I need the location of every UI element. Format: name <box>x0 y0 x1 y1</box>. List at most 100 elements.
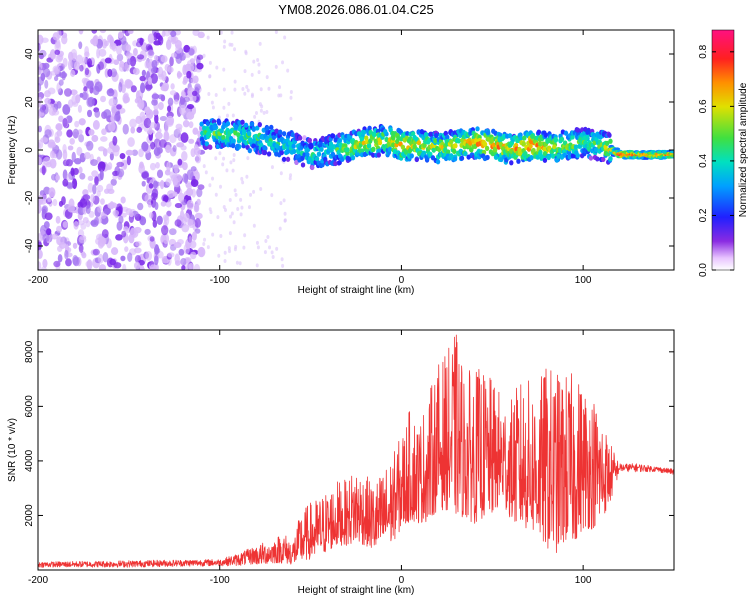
spectrogram-noise-blob <box>289 116 293 121</box>
spectrogram-ridge-blob <box>221 134 226 141</box>
spectrogram-noise-blob <box>232 134 236 139</box>
spectrogram-ridge-blob <box>585 129 590 135</box>
spectrogram-noise-blob <box>228 231 232 236</box>
spectrogram-ridge-blob <box>302 135 307 141</box>
spectrogram-noise-blob <box>174 202 183 209</box>
spectrogram-noise-blob <box>254 111 258 116</box>
spectrogram-noise-blob <box>289 90 293 95</box>
spectrogram-noise-blob <box>152 219 158 228</box>
colorbar-ticks: 0.0 0.2 0.4 0.6 0.8 <box>698 44 734 277</box>
spectrogram-noise-blob <box>226 113 230 118</box>
spectrogram-noise-blob <box>150 73 158 84</box>
spectrogram-ridge-blob <box>575 152 581 159</box>
spectrogram-noise-blob <box>83 151 91 160</box>
spectrogram-noise-blob <box>103 208 111 215</box>
spectrogram-noise-blob <box>44 97 51 105</box>
spectrogram-noise-blob <box>178 192 185 203</box>
spectrogram-noise-blob <box>144 194 152 204</box>
spectrogram-noise-blob <box>87 175 94 182</box>
spectrogram-ridge-blob <box>271 134 277 140</box>
spectrogram-ridge-blob <box>531 147 536 154</box>
spectrogram-noise-blob <box>211 105 215 110</box>
spectrogram-noise-blob <box>283 218 287 223</box>
spectrogram-noise-blob <box>115 234 123 241</box>
spectrogram-noise-blob <box>42 62 50 69</box>
spectrogram-noise-blob <box>232 152 236 157</box>
spectrogram-noise-blob <box>102 252 109 263</box>
spectrogram-noise-blob <box>156 169 164 179</box>
spectrogram-noise-blob <box>113 113 121 122</box>
spectrogram-noise-blob <box>41 266 47 270</box>
spectrogram-ridge-blob <box>309 143 314 149</box>
x-tick-label: 0 <box>399 275 405 286</box>
spectrogram-ridge-blob <box>518 135 523 142</box>
spectrogram-noise-blob <box>275 246 279 251</box>
spectrogram-noise-blob <box>274 64 278 69</box>
spectrogram-ridge-blob <box>434 132 439 139</box>
spectrogram-noise-blob <box>192 94 197 102</box>
spectrogram-noise-blob <box>166 210 172 217</box>
spectrogram-noise-blob <box>78 30 84 35</box>
spectrogram-noise-blob <box>157 34 163 42</box>
spectrogram-noise-blob <box>236 207 240 212</box>
spectrogram-noise-blob <box>109 152 114 161</box>
spectrogram-noise-blob <box>192 127 199 135</box>
spectrogram-noise-blob <box>79 64 84 72</box>
spectrogram-ridge-blob <box>516 158 521 164</box>
spectrogram-noise-blob <box>154 55 159 61</box>
spectrogram-noise-blob <box>131 149 139 156</box>
spectrogram-ridge-blob <box>300 162 306 168</box>
spectrogram-noise-blob <box>227 101 231 106</box>
spectrogram-noise-blob <box>169 228 177 236</box>
spectrogram-noise-blob <box>62 169 68 181</box>
spectrogram-ridge-blob <box>208 144 213 150</box>
spectrogram-noise-blob <box>183 75 189 84</box>
spectrogram-noise-blob <box>118 81 123 93</box>
spectrogram-noise-blob <box>162 233 170 245</box>
spectrogram-noise-blob <box>101 128 107 136</box>
spectrogram-noise-blob <box>123 226 129 232</box>
spectrogram-ridge-blob <box>347 156 352 162</box>
spectrogram-noise-blob <box>120 255 126 262</box>
spectrogram-noise-blob <box>125 149 134 156</box>
spectrogram-noise-blob <box>79 198 88 208</box>
spectrogram-ridge-blob <box>405 130 410 137</box>
spectrogram-noise-blob <box>249 192 253 197</box>
spectrogram-noise-blob <box>177 127 183 133</box>
spectrogram-noise-blob <box>97 205 102 213</box>
spectrogram-noise-blob <box>271 255 275 260</box>
spectrogram-noise-blob <box>267 86 271 91</box>
spectrogram-noise-blob <box>190 166 197 172</box>
spectrogram-noise-blob <box>39 104 46 113</box>
spectrogram-noise-blob <box>116 161 125 168</box>
spectrogram-noise-blob <box>90 159 98 167</box>
spectrogram-noise-blob <box>92 35 98 47</box>
spectrogram-noise-blob <box>104 57 112 64</box>
spectrogram-noise-blob <box>92 184 97 195</box>
colorbar: 0.0 0.2 0.4 0.6 0.8 Normalized spectral ampl… <box>698 29 749 277</box>
spectrogram-ridge-blob <box>559 136 565 142</box>
spectrogram-noise-blob <box>161 225 169 236</box>
spectrogram-ridge-blob <box>552 144 557 150</box>
spectrogram-noise-blob <box>154 255 159 266</box>
spectrogram-noise-blob <box>46 228 52 236</box>
spectrogram-noise-blob <box>71 94 78 105</box>
spectrogram-noise-blob <box>62 104 71 115</box>
spectrogram-ridge-blob <box>431 147 436 153</box>
spectrogram-noise-blob <box>78 118 86 126</box>
spectrogram-ridge-blob <box>376 148 382 154</box>
spectrogram-noise-blob <box>289 95 293 100</box>
spectrogram-noise-blob <box>188 235 193 246</box>
spectrogram-ridge-blob <box>240 119 245 125</box>
spectrogram-noise-blob <box>74 158 82 165</box>
spectrogram-noise-blob <box>194 212 203 220</box>
spectrogram-ridge-blob <box>553 136 558 143</box>
spectrogram-noise-blob <box>190 78 197 84</box>
spectrogram-noise-blob <box>229 214 233 219</box>
spectrogram-noise-blob <box>38 99 41 108</box>
spectrogram-noise-blob <box>147 201 152 208</box>
spectrogram-noise-blob <box>187 219 196 229</box>
spectrogram-noise-blob <box>185 258 190 264</box>
spectrogram-ridge-blob <box>371 152 376 158</box>
spectrogram-noise-blob <box>228 197 232 202</box>
